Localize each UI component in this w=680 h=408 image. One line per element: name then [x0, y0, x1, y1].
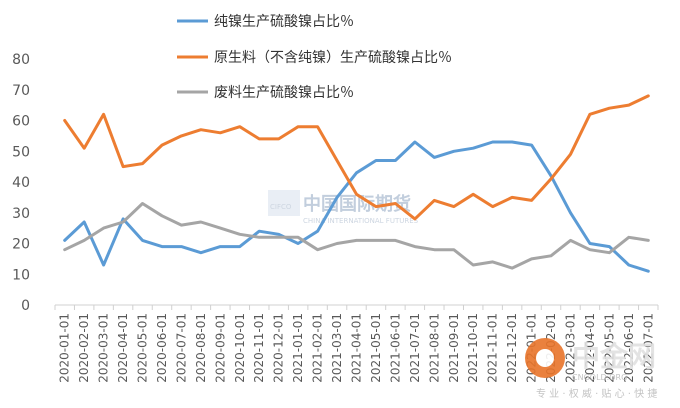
x-tick-label: 2022-05-01	[602, 313, 616, 383]
watermark-cifco: CIFCO 中国国际期货 CHINA INTERNATIONAL FUTURES	[268, 190, 419, 225]
x-tick-label: 2020-06-01	[155, 313, 169, 383]
x-tick-label: 2021-01-01	[291, 313, 305, 383]
x-tick-label: 2020-03-01	[97, 313, 111, 383]
cngold-name: 中金网	[572, 340, 656, 373]
x-tick-label: 2021-02-01	[311, 313, 325, 383]
x-tick-label: 2020-09-01	[213, 313, 227, 383]
y-tick-label: 0	[21, 298, 30, 314]
x-tick-label: 2021-06-01	[388, 313, 402, 383]
cngold-domain: CNGOLD.ORG	[572, 373, 627, 382]
series-line-2	[63, 94, 650, 221]
y-tick-label: 80	[12, 52, 30, 68]
cngold-slogan: 专 业 · 权 威 · 贴 心 · 快 捷	[536, 387, 657, 400]
x-tick-label: 2021-09-01	[447, 313, 461, 383]
x-axis: 2020-01-01 2020-02-01 2020-03-01 2020-04-01…	[58, 313, 656, 383]
watermark-center-en: CHINA INTERNATIONAL FUTURES	[303, 217, 419, 225]
series-line-3	[63, 202, 650, 270]
x-tick-label: 2020-02-01	[77, 313, 91, 383]
y-axis: 0 10 20 30 40 50 60 70 80	[12, 52, 30, 314]
x-tick-label: 2022-04-01	[583, 313, 597, 383]
x-tick-label: 2020-01-01	[58, 313, 72, 383]
x-tick-label: 2020-07-01	[174, 313, 188, 383]
x-tick-label: 2020-12-01	[272, 313, 286, 383]
y-tick-label: 60	[12, 114, 30, 130]
x-tick-label: 2020-10-01	[233, 313, 247, 383]
x-tick-label: 2021-03-01	[330, 313, 344, 383]
watermark-cngold: 中金网 CNGOLD.ORG 专 业 · 权 威 · 贴 心 · 快 捷	[525, 338, 657, 400]
x-tick-label: 2021-10-01	[466, 313, 480, 383]
x-tick-label: 2021-11-01	[486, 313, 500, 383]
series-line-1	[63, 140, 650, 273]
legend-label: 废料生产硫酸镍占比％	[214, 85, 354, 101]
x-tick-label: 2022-06-01	[622, 313, 636, 383]
y-tick-label: 70	[12, 83, 30, 99]
legend-label: 纯镍生产硫酸镍占比％	[214, 14, 354, 30]
y-tick-label: 30	[12, 206, 30, 222]
x-tick-label: 2020-04-01	[116, 313, 130, 383]
x-tick-label: 2020-05-01	[136, 313, 150, 383]
x-tick-label: 2021-12-01	[505, 313, 519, 383]
x-tick-label: 2020-08-01	[194, 313, 208, 383]
x-tick-label: 2021-04-01	[350, 313, 364, 383]
legend: 纯镍生产硫酸镍占比％ 原生料（不含纯镍）生产硫酸镍占比％ 废料生产硫酸镍占比％	[177, 14, 452, 101]
y-tick-label: 50	[12, 144, 30, 160]
legend-label: 原生料（不含纯镍）生产硫酸镍占比％	[214, 50, 452, 66]
x-tick-marks	[54, 305, 659, 310]
series-lines	[63, 94, 650, 273]
x-tick-label: 2022-03-01	[563, 313, 577, 383]
cngold-logo-inner-icon	[536, 349, 554, 367]
watermark-logo-box	[268, 190, 300, 216]
y-tick-label: 10	[12, 267, 30, 283]
y-tick-label: 40	[12, 175, 30, 191]
x-tick-label: 2021-08-01	[427, 313, 441, 383]
x-tick-label: 2020-11-01	[252, 313, 266, 383]
watermark-logo-text: CIFCO	[270, 203, 292, 211]
x-tick-label: 2021-05-01	[369, 313, 383, 383]
x-tick-label: 2022-07-01	[641, 313, 655, 383]
y-tick-label: 20	[12, 237, 30, 253]
x-tick-label: 2021-07-01	[408, 313, 422, 383]
